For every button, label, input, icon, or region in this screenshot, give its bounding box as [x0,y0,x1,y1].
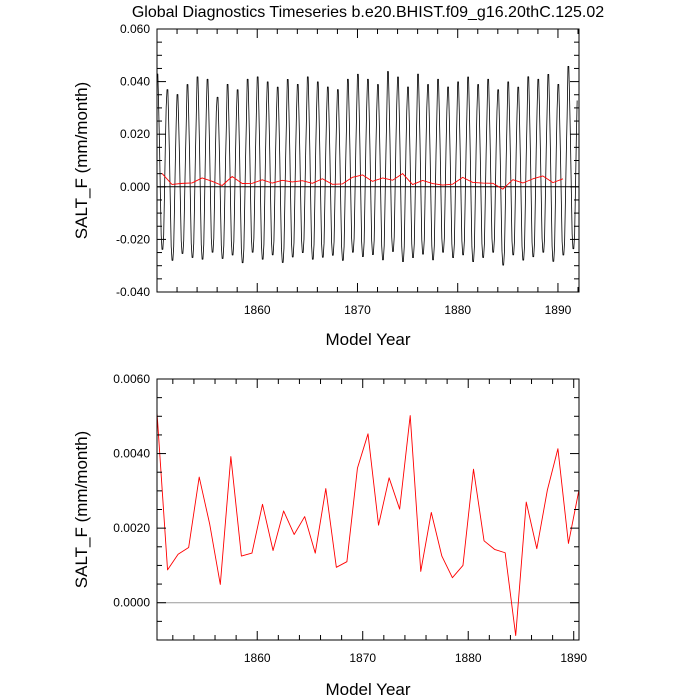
x-tick-label: 1890 [545,303,572,317]
x-axis-label: Model Year [325,330,410,349]
plot-frame [156,378,580,641]
y-tick-label: -0.020 [116,232,150,246]
y-tick-label: 0.000 [120,180,150,194]
annual-mean-series-line [161,173,564,190]
y-tick-label: 0.0060 [113,372,150,386]
monthly-series-line [157,65,578,266]
y-tick-label: 0.060 [120,22,150,36]
y-tick-label: 0.040 [120,75,150,89]
y-tick-label: 0.0040 [113,447,150,461]
y-tick-label: 0.0000 [113,596,150,610]
y-tick-label: 0.020 [120,127,150,141]
x-tick-label: 1880 [455,651,482,665]
annual-mean-series-line [157,412,579,636]
x-axis-label: Model Year [325,680,410,699]
x-tick-label: 1890 [560,651,587,665]
chart-title: Global Diagnostics Timeseries b.e20.BHIS… [132,4,604,21]
y-axis-label: SALT_F (mm/month) [72,82,91,239]
y-axis-label: SALT_F (mm/month) [72,431,91,588]
top-timeseries-panel: -0.040 -0.020 0.000 0.020 0.040 0.060 1860 1870… [72,22,580,349]
y-tick-label: -0.040 [116,285,150,299]
bottom-annual-panel: 0.0000 0.0020 0.0040 0.0060 1860 1870 1880 1890… [72,372,587,699]
x-tick-label: 1880 [444,303,471,317]
x-tick-label: 1860 [244,651,271,665]
x-tick-label: 1870 [344,303,371,317]
x-tick-label: 1860 [244,303,271,317]
x-tick-label: 1870 [349,651,376,665]
y-tick-label: 0.0020 [113,521,150,535]
